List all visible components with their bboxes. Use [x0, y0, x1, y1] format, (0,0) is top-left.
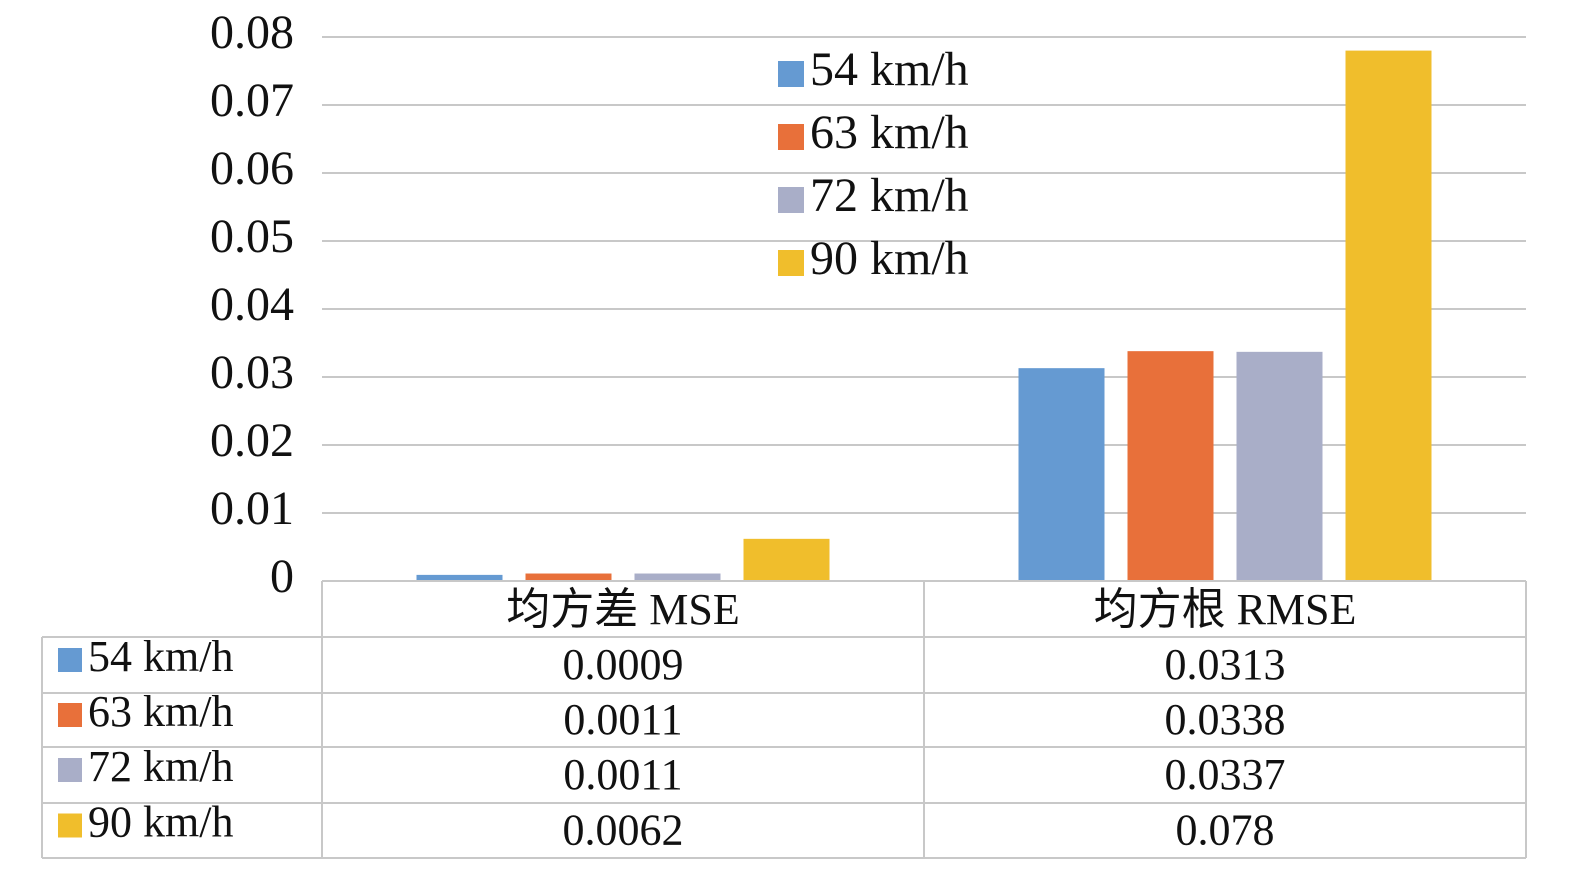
y-tick-label: 0.02 [210, 414, 294, 467]
table-cell: 0.0011 [563, 750, 682, 799]
y-tick-label: 0.04 [210, 278, 294, 331]
table-legend-swatch [58, 648, 82, 672]
x-tick-label: 均方差 MSE [506, 585, 739, 634]
y-tick-label: 0.07 [210, 74, 294, 127]
bar [1345, 50, 1432, 582]
bar [743, 538, 830, 581]
table-cell: 0.0313 [1165, 640, 1286, 689]
bar [1127, 351, 1214, 581]
legend-label: 90 km/h [810, 232, 969, 285]
table-cell: 0.0009 [563, 640, 684, 689]
table-cell: 0.0338 [1165, 695, 1286, 744]
legend-swatch [778, 187, 804, 213]
table-cell: 0.0011 [563, 695, 682, 744]
bar [416, 574, 503, 581]
y-tick-label: 0.05 [210, 210, 294, 263]
legend-label: 72 km/h [810, 169, 969, 222]
table-row-label: 54 km/h [88, 632, 233, 681]
bar [1018, 368, 1105, 581]
bar [634, 573, 721, 581]
table-legend-swatch [58, 758, 82, 782]
table-row-label: 63 km/h [88, 687, 233, 736]
table-legend-swatch [58, 813, 82, 838]
y-tick-label: 0.08 [210, 6, 294, 59]
table-row-label: 72 km/h [88, 742, 233, 791]
legend-swatch [778, 124, 804, 150]
y-tick-label: 0.06 [210, 142, 294, 195]
table-cell: 0.078 [1176, 806, 1275, 855]
table-cell: 0.0062 [563, 806, 684, 855]
legend-label: 54 km/h [810, 43, 969, 96]
legend-swatch [778, 61, 804, 87]
y-tick-label: 0 [270, 550, 294, 603]
y-tick-label: 0.03 [210, 346, 294, 399]
bar [525, 573, 612, 581]
table-cell: 0.0337 [1165, 750, 1286, 799]
legend-label: 63 km/h [810, 106, 969, 159]
table-legend-swatch [58, 703, 82, 727]
y-tick-label: 0.01 [210, 482, 294, 535]
x-tick-label: 均方根 RMSE [1094, 585, 1357, 634]
table-row-label: 90 km/h [88, 798, 233, 847]
legend-swatch [778, 250, 804, 276]
bar [1236, 351, 1323, 581]
